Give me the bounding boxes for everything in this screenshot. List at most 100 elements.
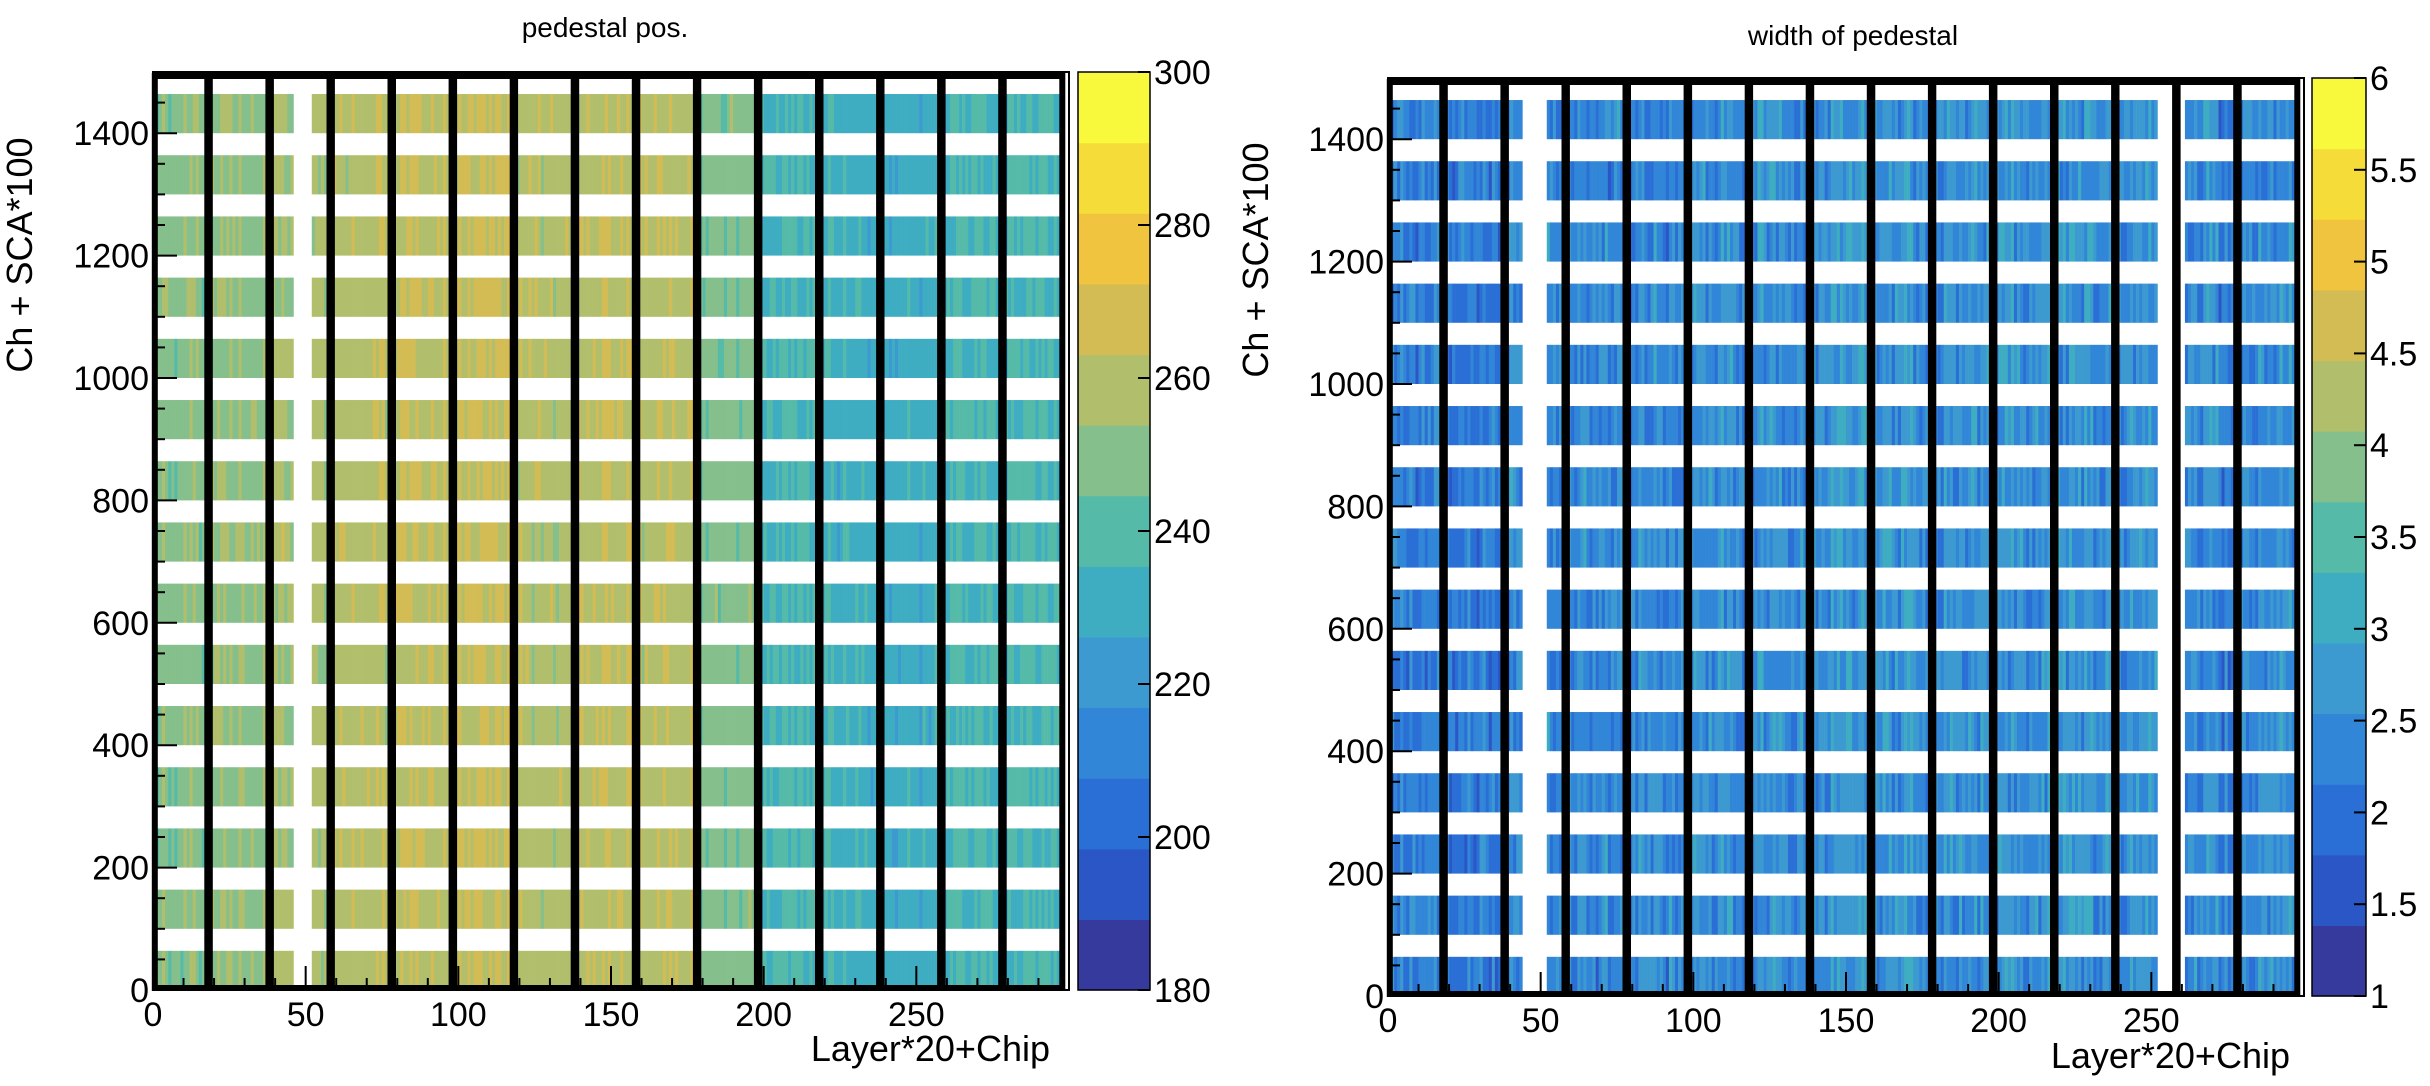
heatmap-cell [537,94,542,134]
heatmap-cell [592,277,597,317]
heatmap-cell [665,889,670,929]
heatmap-cell [723,583,728,623]
heatmap-cell [931,461,935,501]
heatmap-cell [427,644,432,684]
heatmap-cell [1461,467,1465,507]
heatmap-cell [995,277,1000,317]
heatmap-cell [623,706,627,746]
heatmap-cell [727,155,731,195]
heatmap-cell [281,216,285,256]
heatmap-cell [788,277,792,317]
heatmap-cell [525,706,529,746]
heatmap-cell [385,706,389,746]
heatmap-cell [727,338,731,378]
heatmap-cell [662,889,667,929]
heatmap-cell [901,828,905,868]
heatmap-cell [626,828,630,868]
heatmap-cell [1458,650,1462,690]
heatmap-cell [565,94,569,134]
heatmap-cell [406,828,410,868]
heatmap-cell [1010,767,1015,807]
heatmap-cell [378,950,383,990]
heatmap-cell [336,400,340,440]
heatmap-cell [647,644,651,684]
heatmap-cell [287,767,291,807]
heatmap-cell [378,583,383,623]
heatmap-cell [186,767,190,807]
z-tick-label: 280 [1154,207,1211,245]
heatmap-cell [382,461,386,501]
heatmap-cell [684,277,688,317]
heatmap-cell [589,828,593,868]
heatmap-cell [785,338,789,378]
heatmap-cell [873,583,877,623]
heatmap-cell [522,400,526,440]
heatmap-cell [690,94,694,134]
heatmap-cell [348,216,352,256]
heatmap-cell [858,94,862,134]
heatmap-cell [406,767,410,807]
heatmap-cell [589,155,593,195]
heatmap-cell [824,338,829,378]
heatmap-cell [446,828,450,868]
heatmap-cell [864,277,868,317]
heatmap-cell [195,522,200,562]
heatmap-cell [977,644,981,684]
heatmap-cell [1461,773,1465,813]
heatmap-cell [220,583,224,623]
heatmap-cell [614,889,618,929]
heatmap-cell [1020,277,1024,317]
heatmap-cell [412,828,416,868]
heatmap-cell [858,767,862,807]
heatmap-cell [925,828,929,868]
heatmap-cell [443,950,447,990]
heatmap-cell [611,338,615,378]
heatmap-cell [1433,650,1438,690]
heatmap-cell [598,583,603,623]
heatmap-cell [250,706,255,746]
heatmap-cell [1494,589,1499,629]
heatmap-cell [409,94,413,134]
heatmap-cell [223,522,227,562]
heatmap-cell [928,277,932,317]
heatmap-cell [623,828,627,868]
heatmap-cell [717,522,722,562]
heatmap-cell [470,767,474,807]
heatmap-cell [1409,100,1413,140]
heatmap-cell [476,767,480,807]
heatmap-cell [858,216,862,256]
heatmap-cell [488,461,493,501]
heatmap-cell [745,155,749,195]
heatmap-cell [1409,773,1413,813]
heatmap-cell [1473,344,1477,384]
heatmap-cell [537,889,542,929]
heatmap-cell [339,216,343,256]
heatmap-cell [1017,155,1021,195]
z-tick-label: 220 [1154,666,1211,704]
heatmap-cell [1549,834,1554,874]
heatmap-cell [479,706,484,746]
heatmap-cell [382,889,386,929]
heatmap-cell [382,706,386,746]
heatmap-cell [702,216,706,256]
heatmap-cell [690,277,694,317]
heatmap-cell [498,583,502,623]
heatmap-cell [1476,773,1480,813]
heatmap-cell [180,706,184,746]
heatmap-cell [611,216,615,256]
heatmap-cell [836,889,841,929]
z-tick-label: 300 [1154,54,1211,92]
heatmap-cell [907,644,911,684]
heatmap-cell [891,338,896,378]
heatmap-cell [650,216,655,256]
heatmap-cell [186,155,190,195]
heatmap-cell [971,155,975,195]
heatmap-cell [229,522,233,562]
heatmap-cell [562,522,566,562]
heatmap-cell [852,155,856,195]
heatmap-cell [1464,589,1468,629]
heatmap-cell [870,216,874,256]
heatmap-cell [250,400,255,440]
heatmap-cell [357,461,361,501]
heatmap-cell [641,950,645,990]
